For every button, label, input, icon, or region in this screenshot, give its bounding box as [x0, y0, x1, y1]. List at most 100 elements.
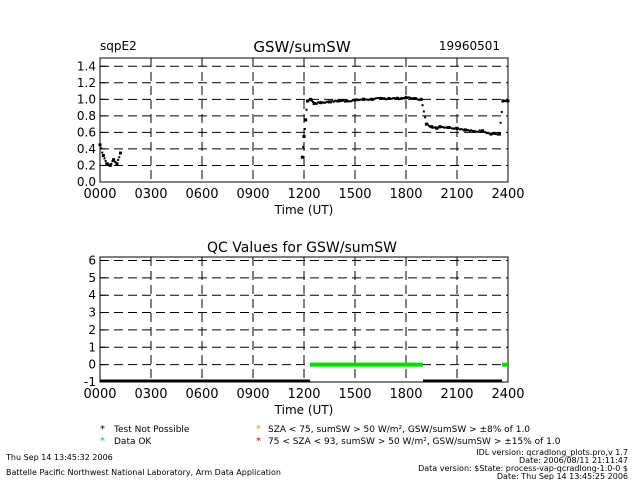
legend-label-1: Data OK: [114, 437, 152, 447]
legend-symbol-3: *: [256, 436, 261, 447]
top-data-point: [489, 132, 493, 136]
top-data-point: [506, 99, 510, 103]
top-xtick-label: 0300: [134, 187, 167, 202]
top-data-point: [383, 97, 386, 100]
top-data-point: [375, 97, 378, 100]
top-data-point: [104, 160, 107, 163]
ratio-chart: 0000 0300 0600 0900 1200 1500 1800 2100 2400 0.0 0…: [77, 57, 525, 217]
top-data-point: [324, 101, 327, 104]
legend: * Test Not Possible * Data OK * SZA < 75…: [100, 424, 561, 447]
qc-xtick-label: 0000: [83, 387, 116, 402]
top-data-point: [304, 118, 308, 122]
top-data-point: [101, 151, 104, 154]
top-data-point: [349, 100, 352, 103]
top-xtick-label: 0600: [185, 187, 218, 202]
top-data-point: [303, 128, 306, 131]
top-xtick-label: 2100: [440, 187, 473, 202]
top-data-point: [103, 157, 106, 160]
qc-xtick-label: 1500: [338, 387, 371, 402]
top-data-point: [302, 145, 305, 148]
top-data-point: [341, 99, 344, 102]
qc-ytick-label: 1: [88, 340, 96, 354]
top-ytick-label: 0.2: [77, 158, 96, 172]
top-data-point: [438, 125, 442, 129]
top-ytick-label: 1.2: [77, 76, 96, 90]
top-data-point: [342, 99, 345, 102]
top-data-point: [385, 98, 388, 101]
top-data-point: [419, 97, 423, 101]
qc-ytick-label: 0: [88, 358, 96, 372]
top-data-point: [504, 100, 507, 103]
top-data-point: [447, 125, 450, 129]
chart-title-bottom: QC Values for GSW/sumSW: [207, 240, 397, 256]
top-data-point: [331, 99, 334, 102]
site-label: sqpE2: [100, 39, 137, 53]
top-data-point: [339, 100, 342, 103]
qc-xtick-label: 2100: [440, 387, 473, 402]
top-data-point: [400, 96, 403, 99]
date-label: 19960501: [439, 39, 500, 53]
chart-title-top: GSW/sumSW: [253, 38, 350, 56]
top-data-point: [322, 101, 325, 104]
top-xlabel: Time (UT): [274, 203, 334, 217]
top-data-point: [494, 133, 497, 136]
top-ytick-label: 0.0: [77, 175, 96, 189]
qc-ytick-label: 4: [88, 288, 96, 302]
legend-label-0: Test Not Possible: [113, 425, 190, 435]
top-xtick-label: 1800: [389, 187, 422, 202]
top-data-point: [365, 98, 368, 101]
top-data-point: [100, 147, 103, 150]
top-data-point: [325, 100, 328, 103]
top-data-point: [118, 156, 121, 159]
top-data-point: [309, 97, 313, 101]
top-data-point: [444, 126, 447, 129]
top-data-point: [453, 127, 456, 130]
top-xtick-label: 2400: [491, 187, 524, 202]
top-data-point: [413, 97, 416, 101]
legend-symbol-1: *: [100, 436, 105, 447]
top-data-point: [475, 130, 478, 133]
top-data-point: [390, 97, 393, 100]
top-data-point: [353, 98, 357, 102]
top-data-point: [105, 162, 109, 166]
top-data-point: [396, 97, 399, 101]
top-xtick-label: 0900: [236, 187, 269, 202]
footer-data-version: Data version: $State: process-vap-qcradl…: [418, 464, 628, 473]
footer-timestamp: Thu Sep 14 13:45:32 2006: [5, 453, 113, 462]
top-data-point: [485, 132, 488, 135]
top-data-point: [113, 160, 116, 163]
top-data-point: [317, 101, 320, 104]
top-data-point: [427, 124, 430, 127]
footer-lab: Battelle Pacific Northwest National Labo…: [6, 468, 281, 477]
top-data-point: [450, 127, 453, 130]
top-data-point: [501, 99, 505, 103]
top-data-point: [112, 158, 116, 162]
top-data-point: [468, 130, 471, 133]
top-data-point: [464, 128, 467, 132]
top-data-point: [98, 143, 102, 147]
top-data-point: [499, 121, 502, 124]
top-data-point: [433, 126, 436, 129]
top-data-point: [393, 97, 396, 100]
top-data-point: [319, 101, 323, 105]
top-data-point: [404, 96, 408, 100]
top-data-point: [416, 98, 419, 101]
top-data-point: [421, 104, 424, 107]
qc-xtick-label: 0300: [134, 387, 167, 402]
top-data-point: [481, 129, 484, 133]
top-data-point: [467, 129, 470, 132]
qc-xlabel: Time (UT): [274, 403, 334, 417]
top-data-point: [392, 97, 395, 100]
top-data-point: [382, 97, 385, 100]
top-data-point: [332, 100, 335, 103]
top-data-point: [410, 97, 413, 100]
top-data-point: [379, 97, 382, 101]
top-data-point: [441, 125, 444, 128]
top-data-point: [310, 99, 313, 102]
top-data-point: [358, 98, 361, 101]
top-data-point: [478, 129, 481, 132]
top-data-point: [460, 128, 463, 131]
top-data-point: [366, 98, 369, 101]
qc-ytick-label: 6: [88, 253, 96, 267]
